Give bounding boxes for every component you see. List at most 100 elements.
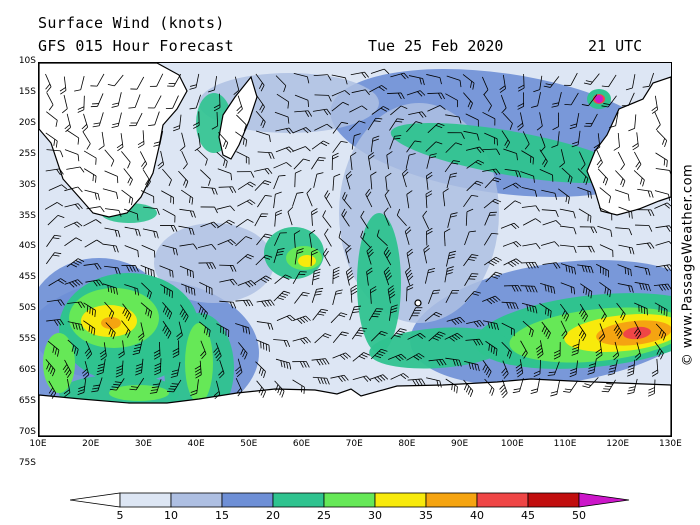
wind-barb bbox=[292, 336, 311, 345]
lat-label: 15S bbox=[18, 86, 36, 97]
wind-barb bbox=[64, 186, 83, 193]
wind-barb bbox=[501, 360, 509, 379]
wind-barb bbox=[194, 133, 201, 152]
wind-barb bbox=[370, 348, 388, 360]
wind-barb bbox=[82, 131, 91, 150]
lon-label: 30E bbox=[134, 439, 152, 449]
wind-barb bbox=[635, 224, 653, 232]
wind-speed-area bbox=[109, 385, 169, 401]
wind-barb bbox=[83, 219, 102, 227]
wind-barb bbox=[351, 133, 361, 150]
wind-barb bbox=[463, 92, 473, 110]
colorbar-segment bbox=[425, 492, 478, 508]
wind-barb bbox=[179, 132, 186, 152]
wind-barb bbox=[85, 279, 104, 287]
wind-barb bbox=[653, 283, 671, 291]
wind-barb bbox=[655, 323, 667, 341]
lat-label: 55S bbox=[18, 334, 36, 345]
wind-barb bbox=[196, 149, 208, 166]
wind-barb bbox=[322, 210, 332, 228]
wind-barb bbox=[102, 243, 119, 253]
wind-barb bbox=[540, 282, 556, 294]
wind-barb bbox=[273, 290, 291, 302]
lat-label: 30S bbox=[18, 179, 36, 190]
wind-barb bbox=[445, 93, 459, 108]
lat-label: 45S bbox=[18, 272, 36, 283]
wind-barb bbox=[559, 303, 570, 322]
wind-barb bbox=[426, 153, 437, 169]
wind-barb bbox=[83, 263, 102, 270]
wind-barb bbox=[66, 129, 80, 145]
wind-barb bbox=[64, 237, 83, 247]
wind-barb bbox=[332, 173, 341, 191]
wind-barb bbox=[520, 340, 528, 359]
wind-barb bbox=[539, 303, 552, 318]
colorbar-segment bbox=[374, 492, 427, 508]
colorbar-segment bbox=[476, 492, 529, 508]
colorbar-label: 30 bbox=[368, 509, 382, 522]
lon-label: 70E bbox=[345, 439, 363, 449]
wind-barb bbox=[371, 330, 388, 342]
wind-barb bbox=[655, 240, 671, 247]
wind-barb bbox=[235, 378, 243, 397]
wind-barb bbox=[273, 175, 286, 190]
wind-barb bbox=[447, 132, 465, 139]
forecast-time: 21 UTC bbox=[588, 37, 643, 55]
wind-barb bbox=[427, 122, 445, 134]
wind-barb bbox=[539, 168, 554, 182]
wind-barb bbox=[219, 300, 237, 309]
wind-barb bbox=[140, 190, 155, 204]
wind-barb bbox=[484, 132, 498, 146]
wind-barb bbox=[365, 188, 373, 208]
wind-barb bbox=[342, 191, 352, 210]
wind-barb bbox=[293, 72, 310, 84]
wind-barb bbox=[311, 140, 330, 150]
wind-barb bbox=[521, 186, 538, 198]
lon-label: 40E bbox=[187, 439, 205, 449]
wind-barb bbox=[483, 198, 502, 209]
wind-barb bbox=[396, 208, 407, 226]
wind-barb bbox=[157, 150, 165, 170]
wind-barb bbox=[254, 213, 269, 227]
wind-barb bbox=[405, 266, 414, 286]
wind-barb bbox=[465, 113, 479, 127]
wind-barb bbox=[578, 208, 592, 223]
wind-barb bbox=[273, 339, 291, 348]
wind-barb bbox=[199, 282, 213, 296]
wind-barb bbox=[406, 121, 423, 133]
wind-barb bbox=[598, 323, 606, 342]
wind-barb bbox=[465, 208, 474, 226]
wind-speed-area bbox=[369, 327, 509, 369]
wind-barb bbox=[422, 210, 430, 230]
wind-barb bbox=[615, 227, 633, 236]
wind-barb bbox=[121, 151, 131, 169]
wind-barb bbox=[485, 271, 503, 283]
wind-barb bbox=[66, 258, 85, 268]
wind-barb bbox=[311, 358, 330, 366]
wind-barb bbox=[386, 151, 393, 170]
wind-barb bbox=[255, 254, 273, 266]
wind-barb bbox=[83, 168, 97, 183]
wind-barb bbox=[140, 302, 153, 319]
wind-barb bbox=[313, 74, 332, 81]
wind-barb bbox=[350, 152, 357, 171]
wind-barb bbox=[502, 182, 522, 190]
wind-barb bbox=[390, 373, 409, 380]
wind-barb bbox=[642, 72, 655, 88]
wind-barb bbox=[74, 76, 85, 92]
wind-barb bbox=[634, 302, 648, 316]
wind-barb bbox=[584, 113, 598, 127]
wind-barb bbox=[563, 380, 579, 393]
wind-barb bbox=[502, 112, 513, 130]
wind-barb bbox=[501, 301, 519, 310]
wind-barb bbox=[235, 299, 254, 307]
wind-barb bbox=[310, 248, 318, 266]
wind-barb bbox=[447, 212, 458, 228]
wind-barb bbox=[86, 206, 105, 213]
wind-barb bbox=[292, 146, 311, 152]
wind-barb bbox=[236, 95, 243, 114]
wind-barb bbox=[349, 305, 362, 321]
wind-barb bbox=[427, 92, 445, 100]
wind-barb bbox=[236, 254, 254, 264]
wind-barb bbox=[370, 171, 377, 190]
